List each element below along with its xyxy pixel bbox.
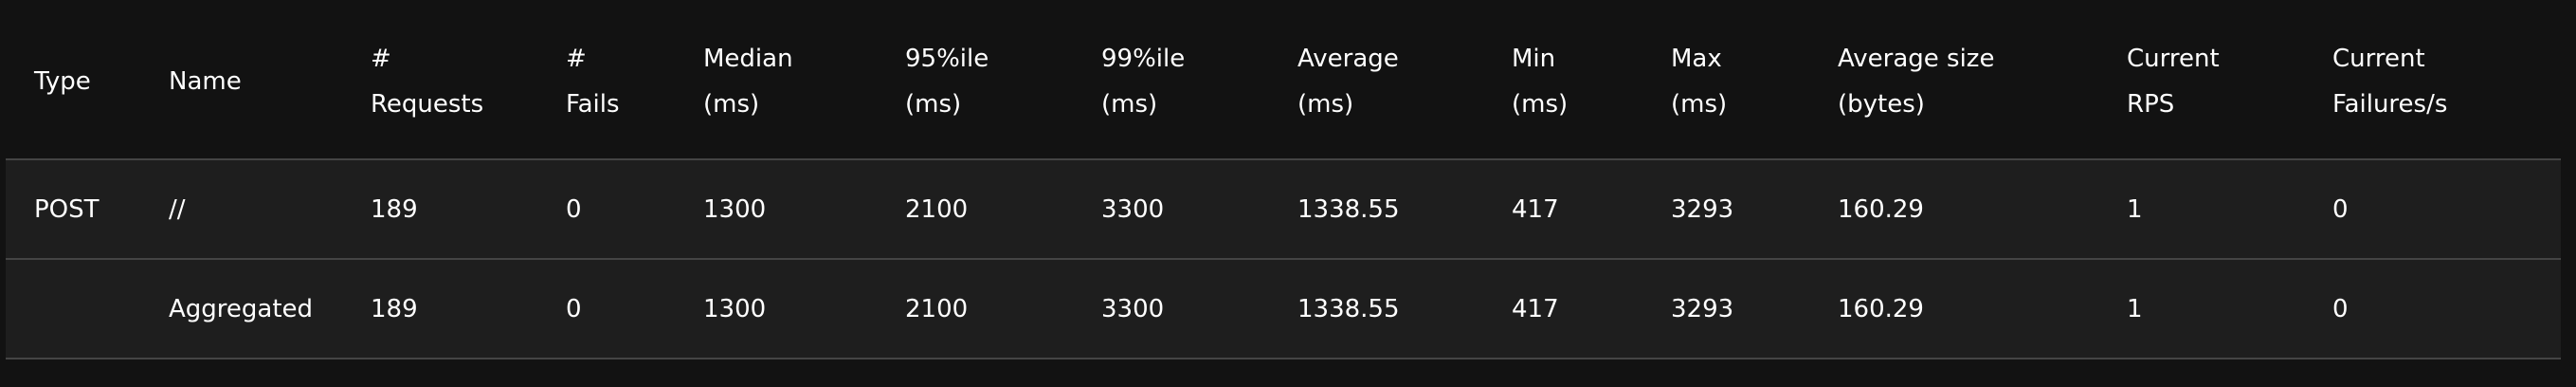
cell-fails: 0 [566, 294, 582, 323]
cell-95-percentile: 2100 [905, 194, 969, 224]
column-header-95-percentile[interactable]: 95%ile (ms) [905, 0, 1101, 159]
column-header-line1: Type [34, 66, 91, 96]
cell-max: 3293 [1671, 194, 1734, 224]
cell-min: 417 [1512, 194, 1559, 224]
column-header-min[interactable]: Min (ms) [1512, 0, 1671, 159]
column-header-99-percentile[interactable]: 99%ile (ms) [1101, 0, 1297, 159]
table-header: Type Name # Requests # Fails Median (ms)… [6, 0, 2561, 159]
column-header-line1: 99%ile [1101, 44, 1186, 73]
cell-current-failures: 0 [2332, 194, 2349, 224]
column-header-line1: # [566, 44, 587, 73]
column-header-line2: Requests [371, 89, 484, 119]
column-header-name[interactable]: Name [169, 0, 371, 159]
column-header-line2: (ms) [905, 89, 962, 119]
column-header-line2: (bytes) [1838, 89, 1925, 119]
cell-type [6, 259, 169, 359]
cell-current-rps: 1 [2127, 294, 2143, 323]
column-header-line2: Failures/s [2332, 89, 2448, 119]
cell-requests: 189 [371, 294, 418, 323]
cell-95-percentile: 2100 [905, 294, 969, 323]
column-header-line1: Name [169, 66, 242, 96]
column-header-line2: (ms) [1297, 89, 1354, 119]
column-header-line1: Average size [1838, 44, 1995, 73]
column-header-line1: Average [1297, 44, 1399, 73]
cell-min: 417 [1512, 294, 1559, 323]
cell-requests: 189 [371, 194, 418, 224]
cell-median: 1300 [703, 194, 767, 224]
cell-average-size: 160.29 [1838, 294, 1924, 323]
column-header-fails[interactable]: # Fails [566, 0, 703, 159]
cell-median: 1300 [703, 294, 767, 323]
column-header-line2: (ms) [1671, 89, 1728, 119]
cell-name: // [169, 194, 186, 224]
cell-current-failures: 0 [2332, 294, 2349, 323]
column-header-line2: (ms) [1101, 89, 1158, 119]
table-row: POST // 189 0 1300 2100 3300 1338.55 417… [6, 159, 2561, 259]
column-header-line1: Current [2332, 44, 2425, 73]
cell-type: POST [34, 194, 100, 224]
table-body: POST // 189 0 1300 2100 3300 1338.55 417… [6, 159, 2561, 359]
column-header-current-failures[interactable]: Current Failures/s [2332, 0, 2561, 159]
column-header-line1: # [371, 44, 391, 73]
table-row-aggregated: Aggregated 189 0 1300 2100 3300 1338.55 … [6, 259, 2561, 359]
column-header-current-rps[interactable]: Current RPS [2127, 0, 2332, 159]
column-header-line2: RPS [2127, 89, 2175, 119]
cell-max: 3293 [1671, 294, 1734, 323]
cell-fails: 0 [566, 194, 582, 224]
cell-99-percentile: 3300 [1101, 194, 1165, 224]
column-header-line1: Median [703, 44, 793, 73]
column-header-line2: (ms) [703, 89, 760, 119]
column-header-requests[interactable]: # Requests [371, 0, 566, 159]
column-header-median[interactable]: Median (ms) [703, 0, 905, 159]
cell-99-percentile: 3300 [1101, 294, 1165, 323]
column-header-max[interactable]: Max (ms) [1671, 0, 1838, 159]
table-header-row: Type Name # Requests # Fails Median (ms)… [6, 0, 2561, 159]
column-header-line1: Current [2127, 44, 2220, 73]
column-header-line1: Max [1671, 44, 1722, 73]
column-header-average[interactable]: Average (ms) [1297, 0, 1512, 159]
column-header-line1: 95%ile [905, 44, 989, 73]
cell-average: 1338.55 [1297, 194, 1400, 224]
column-header-line2: Fails [566, 89, 620, 119]
column-header-type[interactable]: Type [6, 0, 169, 159]
column-header-average-size[interactable]: Average size (bytes) [1838, 0, 2127, 159]
request-statistics-table: Type Name # Requests # Fails Median (ms)… [6, 0, 2561, 359]
cell-average: 1338.55 [1297, 294, 1400, 323]
column-header-line2: (ms) [1512, 89, 1569, 119]
cell-current-rps: 1 [2127, 194, 2143, 224]
cell-average-size: 160.29 [1838, 194, 1924, 224]
column-header-line1: Min [1512, 44, 1556, 73]
cell-name: Aggregated [169, 294, 314, 323]
